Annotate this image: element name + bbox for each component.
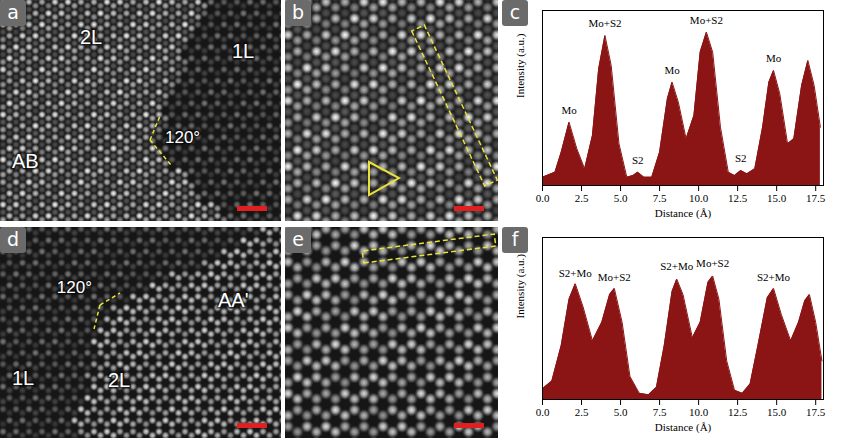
svg-text:Mo+S2: Mo+S2 (598, 271, 631, 283)
svg-text:10.0: 10.0 (689, 406, 709, 418)
html-text:c: c (509, 1, 521, 23)
html-text:a: a (7, 1, 19, 23)
svg-text:2.5: 2.5 (575, 406, 589, 418)
svg-text:17.5: 17.5 (806, 406, 826, 418)
svg-text:S2+Mo: S2+Mo (757, 271, 791, 283)
svg-text:12.5: 12.5 (728, 192, 748, 204)
svg-text:15.0: 15.0 (767, 406, 787, 418)
svg-text:AA': AA' (218, 289, 249, 311)
html-text:e: e (292, 228, 304, 250)
svg-text:7.5: 7.5 (653, 406, 667, 418)
html-text:d: d (7, 228, 19, 250)
svg-text:Distance (Å): Distance (Å) (655, 421, 712, 434)
svg-text:Intensity (a.u.): Intensity (a.u.) (514, 33, 527, 98)
svg-text:2L: 2L (108, 369, 130, 391)
svg-text:AB: AB (12, 150, 39, 172)
svg-text:5.0: 5.0 (614, 192, 628, 204)
html-text:b: b (292, 1, 304, 23)
svg-text:Mo+S2: Mo+S2 (588, 17, 621, 29)
svg-text:120°: 120° (165, 128, 200, 147)
svg-text:Mo+S2: Mo+S2 (696, 257, 729, 269)
svg-text:15.0: 15.0 (767, 192, 787, 204)
svg-text:Distance (Å): Distance (Å) (655, 207, 712, 220)
svg-text:0.0: 0.0 (536, 406, 550, 418)
svg-text:5.0: 5.0 (614, 406, 628, 418)
svg-text:S2+Mo: S2+Mo (660, 260, 694, 272)
svg-text:Mo+S2: Mo+S2 (690, 14, 723, 26)
html-text:f: f (511, 228, 519, 250)
svg-text:120°: 120° (57, 278, 92, 297)
svg-text:17.5: 17.5 (806, 192, 826, 204)
svg-text:1L: 1L (232, 40, 254, 62)
svg-text:2.5: 2.5 (575, 192, 589, 204)
svg-text:12.5: 12.5 (728, 406, 748, 418)
svg-text:1L: 1L (12, 367, 34, 389)
svg-text:10.0: 10.0 (689, 192, 709, 204)
svg-text:Intensity (a.u.): Intensity (a.u.) (514, 254, 527, 319)
svg-text:S2+Mo: S2+Mo (559, 267, 593, 279)
svg-text:Mo: Mo (664, 64, 680, 76)
svg-text:Mo: Mo (766, 52, 782, 64)
svg-text:S2: S2 (632, 154, 644, 166)
svg-text:Mo: Mo (561, 104, 577, 116)
svg-text:2L: 2L (80, 26, 102, 48)
svg-text:7.5: 7.5 (653, 192, 667, 204)
svg-text:0.0: 0.0 (536, 192, 550, 204)
svg-text:S2: S2 (735, 152, 747, 164)
